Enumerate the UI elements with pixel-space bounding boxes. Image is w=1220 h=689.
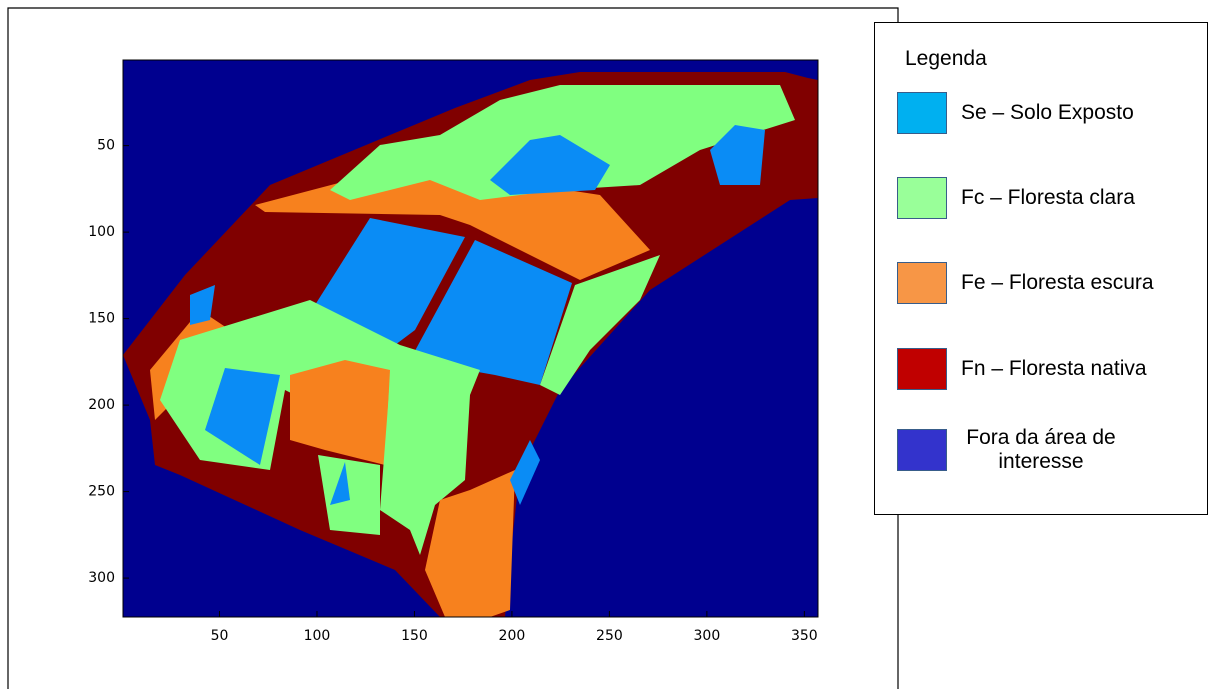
legend-label: Fn – Floresta nativa (961, 357, 1161, 381)
y-tick-label: 300 (88, 570, 115, 586)
y-tick-label: 100 (88, 224, 115, 240)
legend-title: Legenda (905, 47, 987, 71)
legend-swatch (897, 92, 947, 134)
y-tick-label: 200 (88, 397, 115, 413)
legend-swatch (897, 429, 947, 471)
page: 50 100 150 200 250 300 350 50 100 150 200 250 300 Le… (0, 0, 1220, 689)
x-tick-label: 350 (791, 628, 818, 644)
legend-entry: Fn – Floresta nativa (897, 347, 1161, 391)
x-tick-label: 200 (499, 628, 526, 644)
legend: Legenda Se – Solo Exposto Fc – Floresta c… (874, 22, 1208, 515)
legend-label: Fora da área de interesse (961, 426, 1121, 474)
legend-entry: Fe – Floresta escura (897, 261, 1161, 305)
x-tick-label: 100 (304, 628, 331, 644)
legend-entry: Fc – Floresta clara (897, 176, 1161, 220)
legend-swatch (897, 348, 947, 390)
legend-swatch (897, 177, 947, 219)
legend-swatch (897, 262, 947, 304)
legend-label: Se – Solo Exposto (961, 101, 1161, 125)
legend-label: Fe – Floresta escura (961, 271, 1161, 295)
y-tick-label: 150 (88, 311, 115, 327)
legend-label: Fc – Floresta clara (961, 186, 1161, 210)
x-tick-label: 150 (401, 628, 428, 644)
x-tick-label: 250 (596, 628, 623, 644)
y-tick-label: 50 (97, 138, 115, 154)
x-tick-label: 300 (694, 628, 721, 644)
x-tick-label: 50 (211, 628, 229, 644)
y-tick-label: 250 (88, 484, 115, 500)
legend-entry: Se – Solo Exposto (897, 91, 1161, 135)
legend-entry: Fora da área de interesse (897, 428, 1121, 472)
classified-image (123, 60, 818, 617)
